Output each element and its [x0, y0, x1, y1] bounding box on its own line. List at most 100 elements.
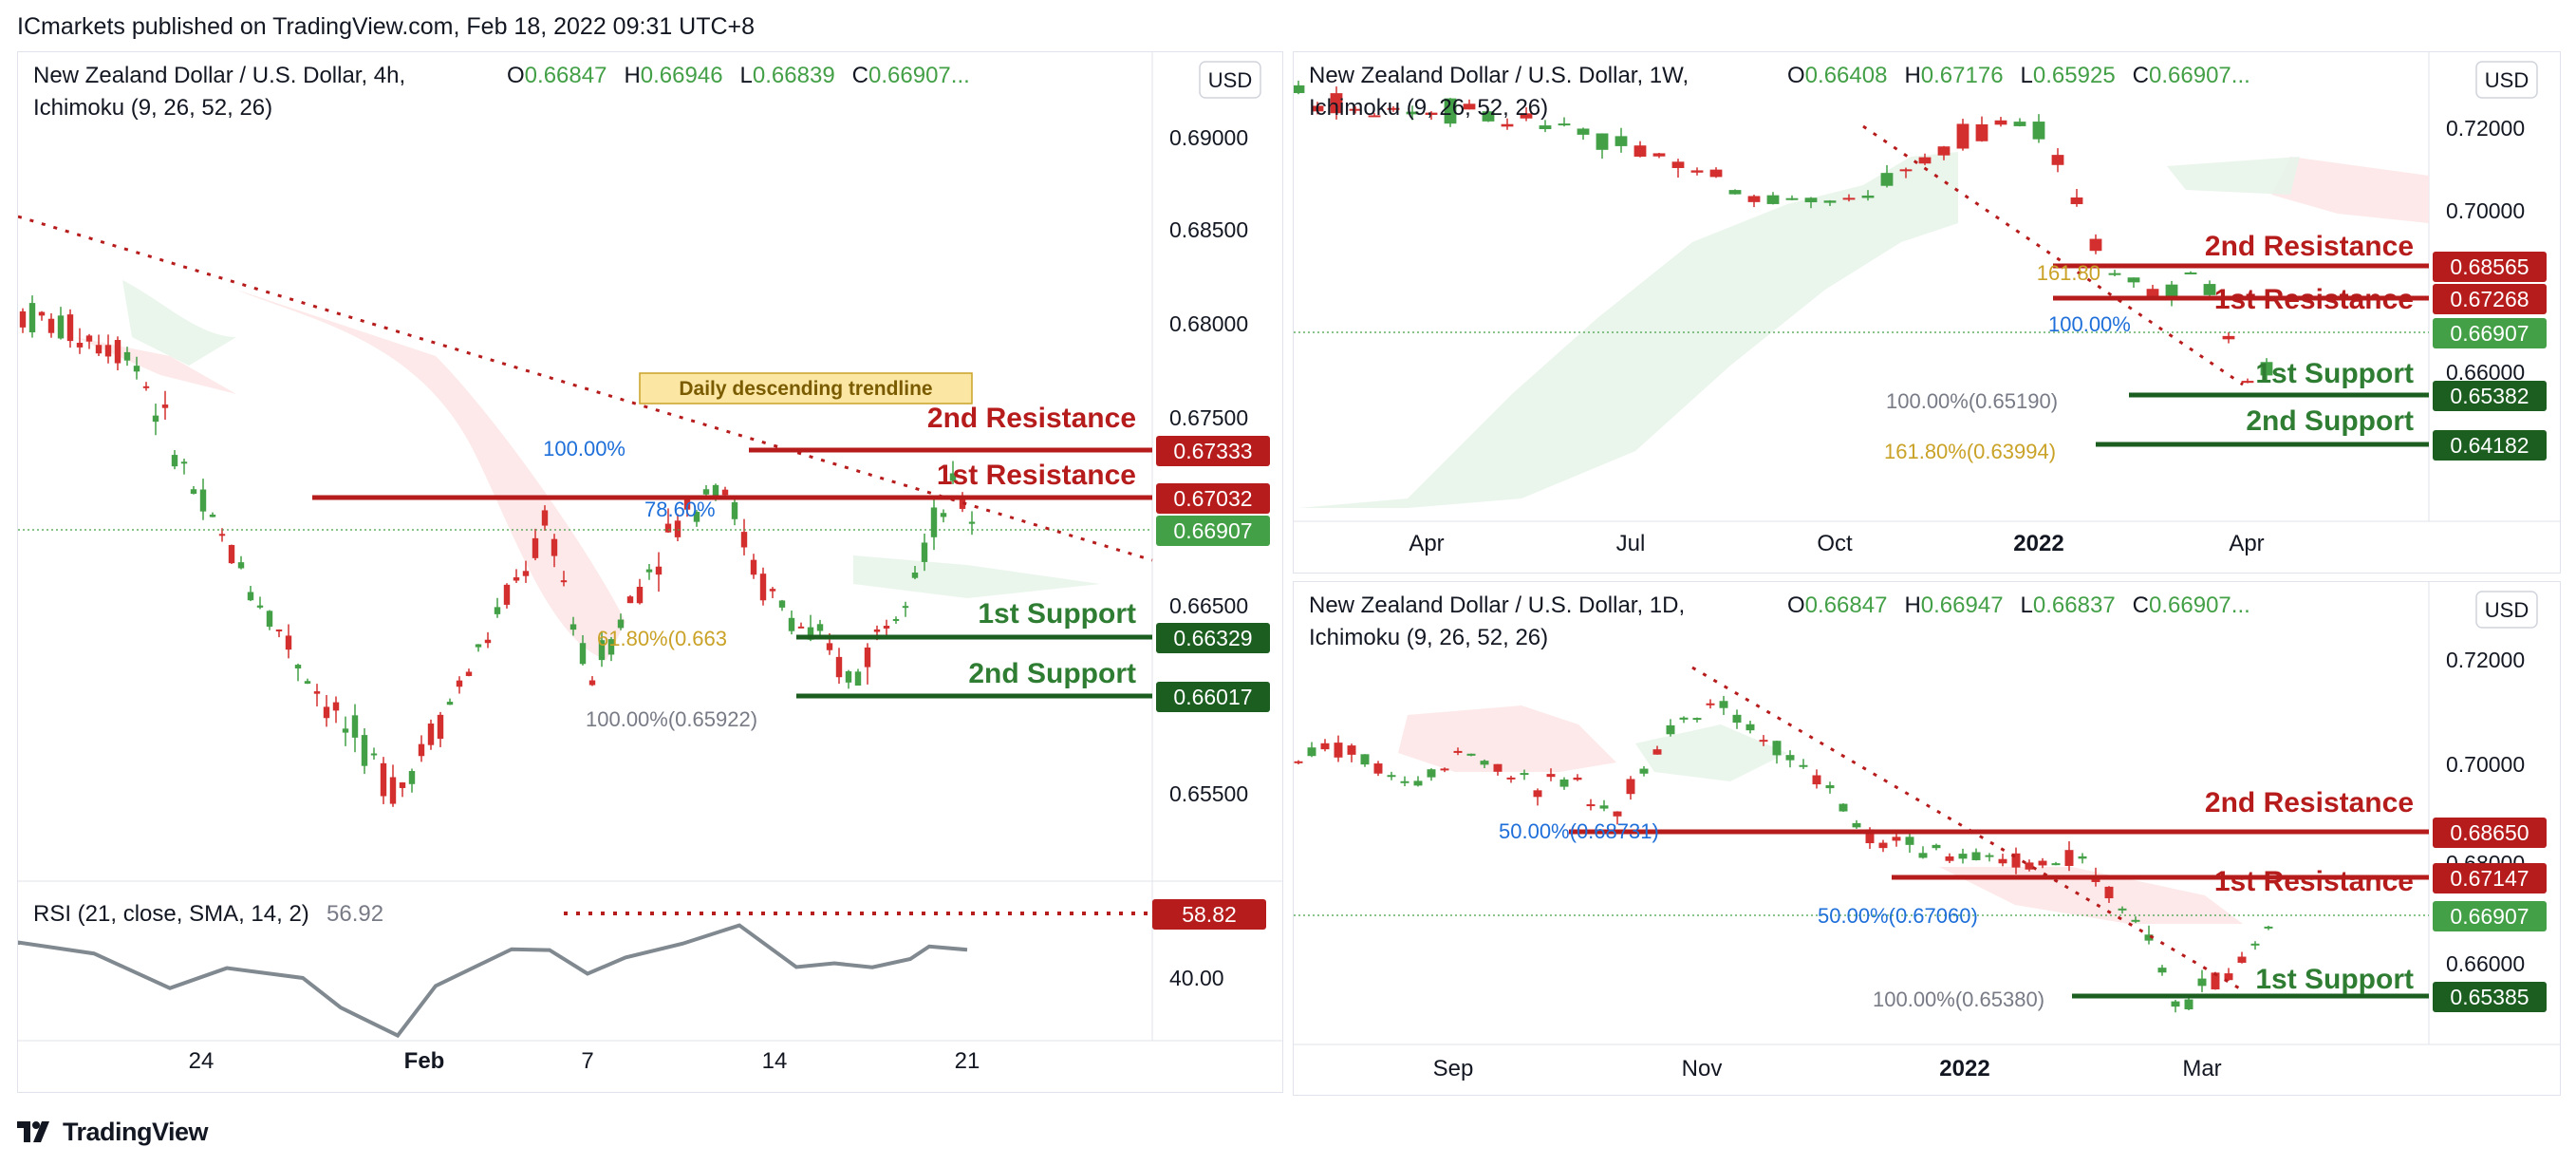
price-tag — [2433, 430, 2547, 461]
candle-body — [636, 586, 644, 604]
chart-title: New Zealand Dollar / U.S. Dollar, 1W, — [1309, 63, 1689, 88]
descending-trendline — [1691, 666, 2244, 992]
candle-body — [1823, 200, 1837, 203]
candle-body — [541, 510, 549, 526]
candle-body — [427, 724, 435, 745]
candle-body — [551, 538, 558, 556]
x-tick-label: 2022 — [2013, 531, 2063, 556]
candle-body — [47, 318, 55, 333]
currency-button-frame — [2475, 61, 2538, 99]
x-tick-label: Oct — [1817, 531, 1853, 556]
candle-body — [1918, 157, 1932, 164]
tradingview-logo[interactable]: TradingView — [17, 1118, 209, 1146]
ichimoku-cloud — [2271, 157, 2429, 223]
candle-body — [1975, 123, 1988, 141]
ohlc-label: C — [2133, 592, 2149, 618]
candle-body — [1626, 779, 1635, 795]
candle-body — [1945, 856, 1954, 861]
candle-body — [1311, 105, 1324, 112]
level-label-1: 2nd Resistance — [2205, 231, 2414, 262]
candle-body — [1373, 763, 1383, 774]
candle-body — [2078, 856, 2087, 859]
candle-body — [1577, 128, 1590, 135]
candle-body — [902, 606, 909, 609]
currency-button[interactable]: USD — [2475, 61, 2538, 99]
candle-body — [1466, 753, 1476, 756]
x-tick-label: Mar — [2182, 1056, 2221, 1081]
candle-body — [2032, 122, 2045, 140]
candle-body — [826, 643, 833, 650]
chart-title: New Zealand Dollar / U.S. Dollar, 1D, — [1309, 592, 1685, 618]
price-tag — [2433, 284, 2547, 314]
candle-body — [1440, 768, 1449, 771]
candle-body — [2197, 978, 2207, 987]
chart-1w-svg[interactable]: 2nd Resistance 1st Resistance 1st Support 2… — [1294, 52, 2560, 573]
candle-body — [1825, 785, 1835, 789]
chart-1d-svg[interactable]: 2nd Resistance 1st Resistance 1st Support 5… — [1294, 582, 2560, 1095]
currency-button-frame — [2475, 591, 2538, 629]
ichimoku-cloud — [2167, 157, 2300, 195]
chart-panel-1d[interactable]: 2nd Resistance 1st Resistance 1st Support 5… — [1293, 581, 2561, 1096]
ohlc-value: 0.66408 — [1805, 63, 1888, 88]
ohlc-value: 0.66907... — [2149, 592, 2250, 618]
trendline-callout-text: Daily descending trendline — [679, 378, 932, 400]
ohlc-readout: O0.66847 H0.66947 L0.66837 C0.66907... — [1787, 592, 2250, 618]
candle-body — [2184, 999, 2193, 1010]
chart-panel-4h[interactable]: 2nd Resistance 1st Resistance 1st Support 2… — [17, 51, 1283, 1093]
candle-body — [2211, 972, 2220, 989]
candle-body — [95, 345, 103, 354]
currency-button-frame — [1199, 61, 1261, 99]
y-tick-label: 0.66000 — [2446, 951, 2525, 976]
candle-body — [1812, 775, 1821, 785]
candle-body — [247, 592, 254, 601]
candle-body — [446, 702, 454, 705]
price-tag-label: 0.67268 — [2450, 287, 2529, 311]
candle-body — [313, 691, 321, 694]
y-tick-label: 0.70000 — [2446, 752, 2525, 777]
x-tick-label: Nov — [1682, 1056, 1723, 1081]
candle-body — [342, 728, 349, 733]
fib-annotation: 161.80 — [2037, 261, 2100, 285]
chart-4h-svg[interactable]: 2nd Resistance 1st Resistance 1st Support 2… — [18, 52, 1282, 1092]
ichimoku-cloud — [122, 280, 236, 366]
candle-body — [1652, 749, 1662, 755]
candle-body — [275, 629, 283, 631]
candle-body — [1400, 780, 1409, 783]
candle-body — [104, 345, 112, 357]
currency-button[interactable]: USD — [1199, 61, 1261, 99]
publish-header: ICmarkets published on TradingView.com, … — [17, 13, 756, 40]
ohlc-label: C — [2133, 63, 2149, 88]
candle-body — [569, 624, 577, 630]
candle-body — [712, 484, 719, 499]
price-tag — [1156, 623, 1270, 653]
fib-annotation: 100.00% — [2048, 312, 2131, 336]
fib-annotation: 50.00%(0.68731) — [1499, 819, 1659, 843]
candle-body — [579, 643, 587, 665]
ichimoku-cloud — [1939, 867, 2243, 924]
price-tag-label: 0.64182 — [2450, 433, 2529, 458]
trendline-callout-box — [639, 372, 973, 404]
candle-body — [123, 351, 131, 361]
currency-label: USD — [2485, 68, 2529, 92]
candle-body — [797, 626, 805, 629]
candle-body — [788, 617, 795, 631]
y-tick-label: 0.72000 — [2446, 116, 2525, 141]
candle-body — [2237, 956, 2247, 963]
price-tag-label: 0.67147 — [2450, 866, 2529, 891]
candle-body — [1463, 103, 1476, 110]
candle-body — [408, 771, 416, 784]
candle-body — [2013, 122, 2026, 126]
candle-body — [1994, 120, 2007, 125]
candle-body — [883, 626, 890, 629]
candle-body — [2070, 197, 2083, 204]
currency-button[interactable]: USD — [2475, 591, 2538, 629]
candle-body — [1539, 125, 1552, 129]
rsi-label: RSI (21, close, SMA, 14, 2) — [33, 901, 309, 927]
candle-body — [1985, 855, 1994, 857]
price-tag — [2433, 381, 2547, 411]
candle-body — [171, 455, 178, 467]
indicator-label: Ichimoku (9, 26, 52, 26) — [1309, 625, 1548, 650]
price-tag-label: 0.66907 — [2450, 321, 2529, 346]
chart-panel-1w[interactable]: 2nd Resistance 1st Resistance 1st Support 2… — [1293, 51, 2561, 574]
ichimoku-cloud — [236, 290, 625, 660]
